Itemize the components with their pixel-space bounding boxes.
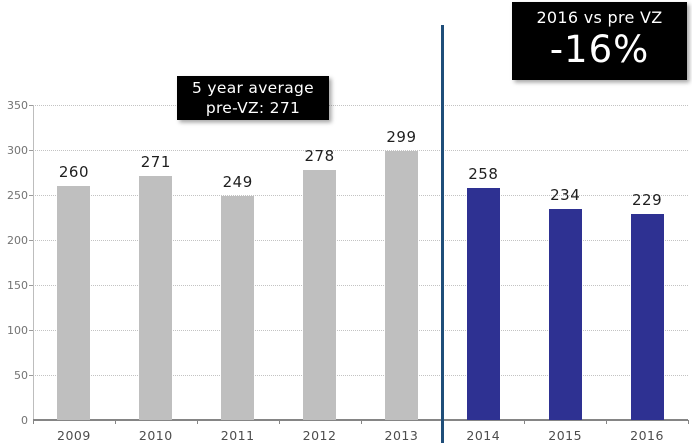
x-axis-year-label-2015: 2015 [548,428,583,443]
bar-value-label-2009: 260 [58,163,89,181]
bar-value-label-2011: 249 [222,172,253,191]
pre-post-divider-line [441,25,444,443]
y-axis-tick-300 [29,150,33,151]
x-axis-year-label-2010: 2010 [138,428,173,443]
bar-value-label-2015: 234 [550,186,581,205]
y-axis-tick-label-50: 50 [14,369,28,382]
x-axis-year-label-2014: 2014 [466,428,501,443]
bar-2011 [221,195,255,420]
y-axis-tick-150 [29,285,33,286]
gridline-350 [33,105,688,106]
y-axis-tick-100 [29,330,33,331]
y-axis-line [33,105,34,420]
gridline-300 [33,150,688,151]
x-axis-tick-0 [33,420,34,424]
y-axis-tick-50 [29,375,33,376]
y-axis-tick-label-100: 100 [7,324,28,337]
gridline-50 [33,375,688,376]
bar-value-label-2012: 278 [304,146,335,165]
x-axis-tick-3 [278,420,280,424]
gridline-150 [33,285,688,286]
bar-2010 [139,176,173,420]
x-axis-tick-8 [688,420,689,424]
x-axis-tick-4 [360,420,362,424]
y-axis-tick-label-300: 300 [7,144,28,157]
x-axis-tick-6 [524,420,526,424]
bar-2014 [466,187,500,420]
bar-value-label-2016: 229 [631,190,663,209]
bar-2009 [57,186,91,420]
avg-annotation-line2: pre-VZ: 271 [205,99,301,117]
delta-annotation-box: 2016 vs pre VZ -16% [512,2,687,80]
y-axis-tick-label-200: 200 [7,234,28,247]
x-axis-year-label-2011: 2011 [220,428,255,443]
y-axis-tick-label-250: 250 [7,189,28,202]
bar-2012 [303,169,337,420]
y-axis-tick-label-350: 350 [7,99,28,112]
y-axis-tick-350 [29,105,33,106]
x-axis-tick-2 [196,420,198,424]
gridline-250 [33,195,688,196]
avg-annotation-box: 5 year average pre-VZ: 271 [177,76,329,120]
delta-annotation-value: -16% [549,28,650,71]
gridline-200 [33,240,688,241]
x-axis-year-label-2013: 2013 [384,428,419,443]
bar-value-label-2013: 299 [386,127,417,146]
x-axis-year-label-2009: 2009 [57,428,91,443]
y-axis-tick-label-150: 150 [7,279,28,292]
x-axis-year-label-2012: 2012 [302,428,337,443]
gridline-100 [33,330,688,331]
bar-2015 [548,209,582,420]
bar-value-label-2010: 271 [140,153,171,172]
bar-2016 [630,213,664,420]
x-axis-year-label-2016: 2016 [630,428,664,443]
x-axis-tick-7 [606,420,608,424]
y-axis-tick-200 [29,240,33,241]
bar-2013 [384,150,418,420]
avg-annotation-line1: 5 year average [192,79,314,97]
x-axis-tick-1 [114,420,116,424]
bar-value-label-2014: 258 [468,164,499,183]
delta-annotation-line1: 2016 vs pre VZ [536,8,663,27]
y-axis-tick-label-0: 0 [21,414,28,427]
y-axis-tick-250 [29,195,33,196]
